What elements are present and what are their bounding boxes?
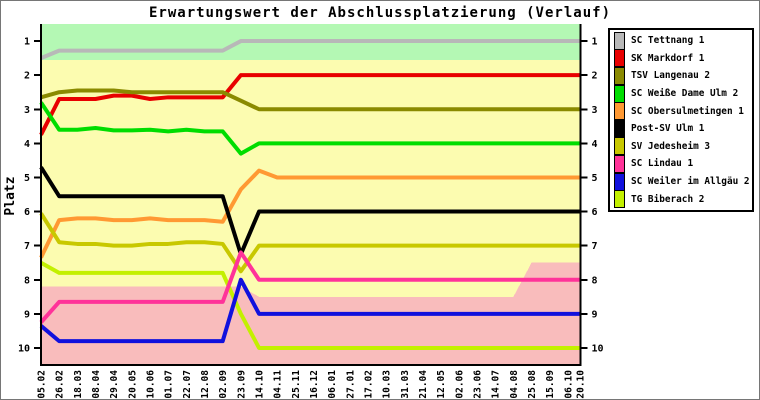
y-tick-label-right: 7 bbox=[592, 241, 598, 252]
x-tick-label: 23.09 bbox=[236, 370, 247, 399]
legend-label: Post-SV Ulm 1 bbox=[631, 123, 705, 135]
series-line-sc-obersulmetingen-1 bbox=[39, 168, 580, 259]
x-tick-label: 10.03 bbox=[382, 370, 393, 399]
y-tick-label-right: 4 bbox=[592, 139, 598, 150]
x-tick-label: 05.02 bbox=[37, 370, 48, 399]
x-tick-label: 02.09 bbox=[218, 370, 229, 399]
series-line-sc-weiler-im-allg-u-2 bbox=[39, 277, 580, 344]
x-tick-label: 27.01 bbox=[345, 370, 356, 399]
legend-label: SC Tettnang 1 bbox=[631, 35, 705, 47]
chart-title: Erwartungswert der Abschlussplatzierung … bbox=[148, 5, 611, 21]
legend-item-tsv-langenau-2: TSV Langenau 2 bbox=[614, 66, 752, 85]
y-tick-label-left: 7 bbox=[24, 241, 30, 252]
x-tick-label: 12.08 bbox=[200, 370, 211, 399]
x-tick-label: 04.11 bbox=[273, 370, 284, 399]
x-tick-label: 10.06 bbox=[146, 370, 157, 399]
legend-item-sc-tettnang-1: SC Tettnang 1 bbox=[614, 31, 752, 50]
x-tick-label: 26.02 bbox=[55, 370, 66, 399]
legend-item-sc-obersulmetingen-1: SC Obersulmetingen 1 bbox=[614, 102, 752, 121]
legend-swatch-sk-markdorf-1 bbox=[614, 49, 625, 68]
y-tick-label-left: 1 bbox=[24, 37, 30, 48]
y-tick-label-left: 3 bbox=[24, 105, 30, 116]
y-tick-label-right: 5 bbox=[592, 173, 598, 184]
series-line-sk-markdorf-1 bbox=[39, 73, 580, 136]
series-line-sc-tettnang-1 bbox=[40, 39, 580, 60]
legend-swatch-tsv-langenau-2 bbox=[614, 66, 625, 85]
legend-swatch-sc-tettnang-1 bbox=[614, 31, 625, 50]
y-tick-label-right: 10 bbox=[592, 343, 604, 354]
y-tick-label-left: 9 bbox=[24, 309, 30, 320]
y-tick-label-right: 2 bbox=[592, 71, 598, 82]
legend-item-sc-weiler-im-allg-u-2: SC Weiler im Allgäu 2 bbox=[614, 172, 752, 191]
x-tick-label: 16.12 bbox=[309, 370, 320, 399]
x-tick-label: 23.06 bbox=[473, 370, 484, 399]
legend-swatch-sc-obersulmetingen-1 bbox=[614, 102, 625, 121]
legend-item-tg-biberach-2: TG Biberach 2 bbox=[614, 190, 752, 209]
legend-label: SV Jedesheim 3 bbox=[631, 140, 711, 152]
y-tick-label-left: 8 bbox=[24, 275, 30, 286]
series-line-post-sv-ulm-1 bbox=[39, 166, 580, 257]
legend-label: SC Weiler im Allgäu 2 bbox=[631, 176, 750, 188]
legend-swatch-sv-jedesheim-3 bbox=[614, 137, 625, 156]
legend-label: SK Markdorf 1 bbox=[631, 52, 705, 64]
y-tick-label-left: 6 bbox=[24, 207, 30, 218]
y-tick-label-right: 6 bbox=[592, 207, 598, 218]
x-tick-label: 17.02 bbox=[364, 370, 375, 399]
legend-label: SC Weiße Dame Ulm 2 bbox=[631, 88, 739, 100]
x-tick-label: 14.07 bbox=[491, 370, 502, 399]
legend-swatch-post-sv-ulm-1 bbox=[614, 119, 625, 138]
x-tick-label: 20.10 bbox=[576, 370, 587, 399]
legend-swatch-sc-wei-e-dame-ulm-2 bbox=[614, 84, 625, 103]
legend-item-sc-wei-e-dame-ulm-2: SC Weiße Dame Ulm 2 bbox=[614, 84, 752, 103]
legend-item-sk-markdorf-1: SK Markdorf 1 bbox=[614, 49, 752, 68]
x-tick-label: 02.06 bbox=[454, 370, 465, 399]
y-tick-label-left: 4 bbox=[24, 139, 30, 150]
legend-swatch-tg-biberach-2 bbox=[614, 190, 625, 209]
x-tick-label: 25.11 bbox=[291, 370, 302, 399]
y-tick-label-right: 9 bbox=[592, 309, 598, 320]
x-tick-label: 08.04 bbox=[91, 370, 102, 399]
x-tick-label: 12.05 bbox=[436, 370, 447, 399]
x-tick-label: 15.09 bbox=[545, 370, 556, 399]
legend-label: SC Obersulmetingen 1 bbox=[631, 105, 744, 117]
series-line-sv-jedesheim-3 bbox=[39, 212, 580, 274]
x-tick-label: 22.07 bbox=[182, 370, 193, 399]
x-tick-label: 31.03 bbox=[400, 370, 411, 399]
series-line-sc-wei-e-dame-ulm-2 bbox=[39, 101, 580, 156]
x-tick-label: 01.07 bbox=[164, 370, 175, 399]
x-tick-label: 06.10 bbox=[563, 370, 574, 399]
legend-item-sv-jedesheim-3: SV Jedesheim 3 bbox=[614, 137, 752, 156]
y-tick-label-left: 2 bbox=[24, 71, 30, 82]
x-tick-label: 20.05 bbox=[127, 370, 138, 399]
y-tick-label-left: 10 bbox=[18, 343, 30, 354]
legend-label: TSV Langenau 2 bbox=[631, 70, 711, 82]
x-tick-label: 25.08 bbox=[527, 370, 538, 399]
legend-label: SC Lindau 1 bbox=[631, 158, 694, 170]
x-tick-label: 29.04 bbox=[109, 370, 120, 399]
series-line-tg-biberach-2 bbox=[40, 260, 580, 350]
series-line-sc-lindau-1 bbox=[39, 250, 580, 324]
legend-label: TG Biberach 2 bbox=[631, 193, 705, 205]
legend-swatch-sc-lindau-1 bbox=[614, 154, 625, 173]
legend-swatch-sc-weiler-im-allg-u-2 bbox=[614, 172, 625, 191]
y-tick-label-right: 3 bbox=[592, 105, 598, 116]
y-tick-label-left: 5 bbox=[24, 173, 30, 184]
x-tick-label: 21.04 bbox=[418, 370, 429, 399]
legend-box: SC Tettnang 1 SK Markdorf 1 TSV Langenau 2… bbox=[608, 28, 754, 212]
x-tick-label: 18.03 bbox=[73, 370, 84, 399]
x-tick-label: 04.08 bbox=[509, 370, 520, 399]
y-tick-label-right: 8 bbox=[592, 275, 598, 286]
x-tick-label: 06.01 bbox=[327, 370, 338, 399]
legend-item-sc-lindau-1: SC Lindau 1 bbox=[614, 154, 752, 173]
series-line-tsv-langenau-2 bbox=[40, 88, 580, 112]
y-tick-label-right: 1 bbox=[592, 37, 598, 48]
axis-frame bbox=[40, 24, 582, 366]
legend-item-post-sv-ulm-1: Post-SV Ulm 1 bbox=[614, 119, 752, 138]
x-tick-label: 14.10 bbox=[255, 370, 266, 399]
